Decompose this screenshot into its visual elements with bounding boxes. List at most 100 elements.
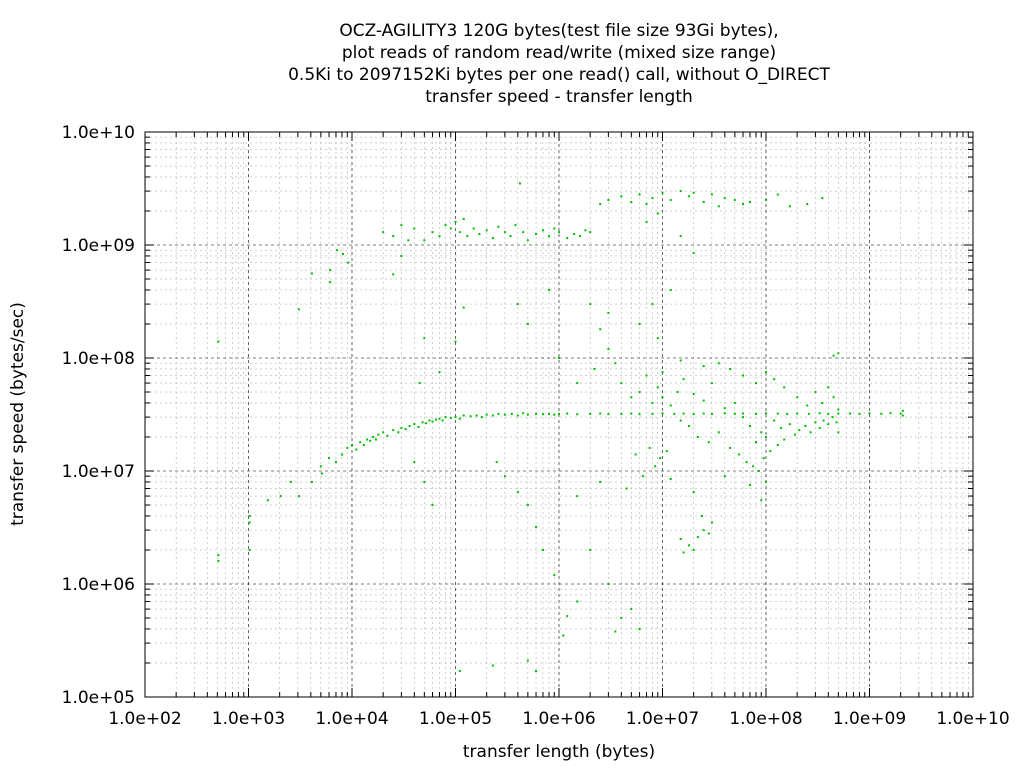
data-point: [733, 412, 736, 415]
data-point: [696, 536, 699, 539]
data-point: [576, 382, 579, 385]
data-point: [696, 436, 699, 438]
data-point: [435, 418, 438, 421]
data-point: [822, 419, 825, 422]
data-point: [765, 199, 767, 201]
data-point: [526, 239, 529, 242]
data-point: [899, 412, 902, 415]
data-point: [347, 261, 350, 264]
data-point: [669, 199, 672, 201]
data-point: [654, 465, 657, 468]
data-point: [607, 348, 610, 351]
data-point: [692, 413, 695, 416]
data-point: [656, 337, 659, 340]
data-point: [428, 419, 431, 422]
data-point: [599, 328, 602, 331]
data-point: [336, 249, 338, 252]
data-point: [742, 416, 744, 419]
data-point: [679, 359, 682, 362]
data-point: [413, 227, 416, 230]
data-point: [717, 431, 720, 434]
data-point: [423, 481, 426, 483]
data-point: [599, 481, 602, 483]
data-point: [462, 218, 465, 220]
data-point: [579, 235, 582, 238]
data-point: [355, 448, 358, 451]
data-point: [462, 414, 465, 417]
data-point: [745, 461, 748, 464]
data-point: [614, 362, 617, 365]
data-point: [630, 201, 633, 203]
data-point: [377, 433, 380, 436]
data-point: [806, 203, 809, 206]
data-point: [417, 426, 420, 428]
data-point: [607, 312, 610, 314]
data-point: [630, 608, 633, 611]
data-point: [638, 323, 641, 325]
data-point: [831, 416, 834, 419]
data-point: [837, 352, 840, 355]
x-tick-label: 1.0e+06: [522, 709, 595, 729]
data-point: [458, 231, 461, 234]
data-point: [431, 420, 434, 423]
data-point: [723, 197, 726, 200]
data-point: [837, 408, 840, 411]
data-point: [413, 423, 416, 426]
data-point: [400, 427, 403, 429]
data-point: [702, 201, 705, 203]
data-point: [717, 205, 720, 208]
data-point: [514, 224, 517, 227]
data-point: [310, 481, 313, 483]
data-point: [783, 438, 786, 441]
y-axis-label: transfer speed (bytes/sec): [8, 302, 28, 526]
data-point: [687, 425, 690, 427]
data-point: [692, 491, 695, 494]
data-point: [441, 419, 444, 422]
data-point: [217, 554, 220, 557]
data-point: [676, 391, 679, 393]
data-point: [749, 201, 751, 203]
x-tick-label: 1.0e+02: [108, 709, 181, 729]
data-point: [491, 237, 494, 240]
data-point: [382, 431, 385, 434]
data-point: [773, 419, 776, 422]
data-point: [454, 416, 457, 419]
data-point: [710, 521, 713, 524]
data-point: [503, 475, 506, 478]
x-tick-label: 1.0e+09: [833, 709, 906, 729]
data-point: [786, 412, 789, 415]
data-point: [638, 413, 641, 416]
data-point: [796, 412, 799, 415]
data-point: [868, 412, 871, 415]
data-point: [645, 203, 648, 206]
data-point: [400, 224, 403, 227]
data-point: [837, 412, 840, 415]
data-point: [625, 487, 628, 490]
data-point: [404, 428, 407, 431]
data-point: [607, 583, 610, 585]
data-point: [682, 412, 685, 415]
data-point: [458, 417, 461, 420]
data-point: [765, 371, 767, 374]
data-point: [535, 525, 537, 528]
x-tick-label: 1.0e+07: [626, 709, 699, 729]
data-point: [849, 412, 852, 415]
data-point: [248, 549, 251, 551]
title-line-4: transfer speed - transfer length: [425, 87, 693, 107]
data-point: [880, 412, 883, 415]
data-point: [723, 412, 726, 415]
data-point: [374, 438, 377, 441]
data-point: [659, 457, 662, 460]
data-point: [469, 415, 472, 418]
data-point: [421, 421, 424, 424]
data-point: [821, 197, 824, 200]
data-point: [809, 431, 812, 434]
data-point: [526, 659, 529, 662]
data-point: [620, 412, 623, 415]
data-point: [407, 239, 410, 242]
data-point: [682, 551, 685, 554]
data-point: [645, 374, 648, 377]
data-points: [217, 182, 904, 672]
data-point: [702, 365, 705, 367]
data-point: [328, 457, 330, 460]
